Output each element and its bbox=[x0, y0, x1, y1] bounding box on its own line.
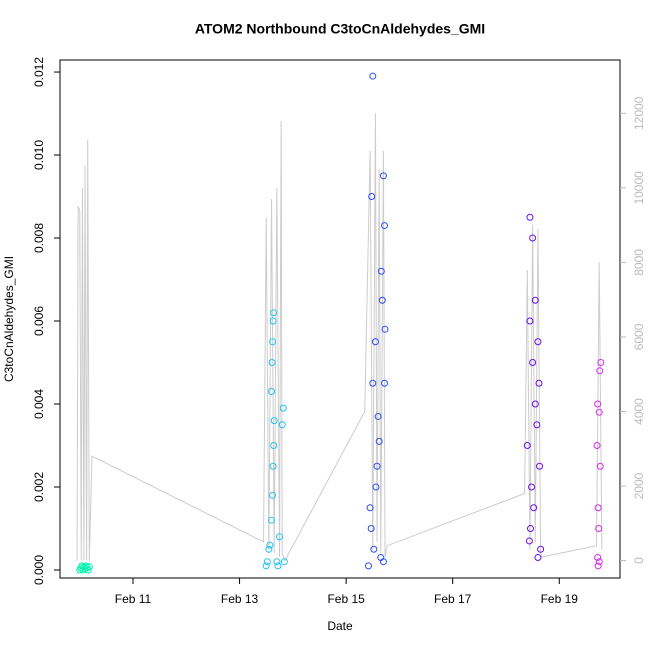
x-tick-label: Feb 19 bbox=[541, 592, 579, 606]
point bbox=[534, 554, 542, 562]
point bbox=[379, 558, 387, 566]
y2-tick-label: 10000 bbox=[632, 171, 646, 205]
point bbox=[596, 462, 604, 470]
point bbox=[595, 524, 603, 532]
point bbox=[595, 558, 603, 566]
point bbox=[537, 545, 545, 553]
y2-tick-label: 4000 bbox=[632, 398, 646, 425]
point bbox=[377, 267, 385, 275]
point bbox=[278, 421, 286, 429]
y2-tick-label: 6000 bbox=[632, 323, 646, 350]
x-tick-label: Feb 13 bbox=[221, 592, 259, 606]
point bbox=[371, 338, 379, 346]
point bbox=[276, 533, 284, 541]
point bbox=[533, 421, 541, 429]
y-tick-label: 0.004 bbox=[32, 389, 46, 419]
y2-tick-label: 8000 bbox=[632, 249, 646, 276]
point bbox=[365, 562, 373, 570]
point bbox=[594, 400, 602, 408]
point bbox=[370, 545, 378, 553]
chart-title: ATOM2 Northbound C3toCnAldehydes_GMI bbox=[195, 21, 485, 37]
point bbox=[84, 566, 92, 574]
point bbox=[269, 338, 277, 346]
y-tick-label: 0.012 bbox=[32, 57, 46, 87]
point bbox=[379, 172, 387, 180]
y-tick-label: 0.008 bbox=[32, 223, 46, 253]
point bbox=[594, 562, 602, 570]
point bbox=[270, 442, 278, 450]
point bbox=[369, 72, 377, 80]
point bbox=[381, 325, 389, 333]
y-axis-label: C3toCnAldehydes_GMI bbox=[2, 256, 16, 382]
point bbox=[531, 296, 539, 304]
point bbox=[367, 524, 375, 532]
point bbox=[279, 404, 287, 412]
point bbox=[526, 317, 534, 325]
point bbox=[280, 558, 288, 566]
point bbox=[274, 562, 282, 570]
y2-tick-label: 0 bbox=[632, 557, 646, 564]
altitude-line bbox=[76, 113, 603, 562]
point bbox=[529, 234, 537, 242]
y-tick-label: 0.000 bbox=[32, 555, 46, 585]
point bbox=[525, 537, 533, 545]
point bbox=[380, 222, 388, 230]
point bbox=[529, 359, 537, 367]
point bbox=[372, 483, 380, 491]
point bbox=[594, 504, 602, 512]
point bbox=[596, 367, 604, 375]
y2-tick-label: 2000 bbox=[632, 472, 646, 499]
point bbox=[85, 563, 93, 571]
point bbox=[269, 317, 277, 325]
point bbox=[273, 558, 281, 566]
point bbox=[594, 554, 602, 562]
point bbox=[269, 462, 277, 470]
point bbox=[368, 193, 376, 201]
point bbox=[265, 545, 273, 553]
point bbox=[266, 541, 274, 549]
point bbox=[374, 412, 382, 420]
x-tick-label: Feb 11 bbox=[115, 592, 152, 606]
point bbox=[593, 442, 601, 450]
point bbox=[597, 359, 605, 367]
point bbox=[526, 524, 534, 532]
point bbox=[528, 483, 536, 491]
y2-tick-label: 12000 bbox=[632, 96, 646, 130]
point bbox=[535, 379, 543, 387]
point bbox=[531, 400, 539, 408]
y-tick-label: 0.002 bbox=[32, 472, 46, 502]
point bbox=[595, 408, 603, 416]
point bbox=[262, 562, 270, 570]
plot-frame bbox=[59, 59, 621, 579]
point bbox=[523, 442, 531, 450]
point bbox=[366, 504, 374, 512]
point bbox=[268, 516, 276, 524]
x-tick-label: Feb 15 bbox=[327, 592, 365, 606]
point bbox=[375, 437, 383, 445]
point bbox=[378, 296, 386, 304]
point bbox=[268, 359, 276, 367]
x-tick-label: Feb 17 bbox=[434, 592, 472, 606]
point bbox=[369, 379, 377, 387]
point bbox=[530, 504, 538, 512]
point bbox=[534, 338, 542, 346]
point bbox=[270, 417, 278, 425]
x-axis-label: Date bbox=[327, 619, 353, 633]
point bbox=[263, 558, 271, 566]
y-tick-label: 0.010 bbox=[32, 140, 46, 170]
point bbox=[373, 462, 381, 470]
point bbox=[380, 379, 388, 387]
point bbox=[270, 309, 278, 317]
y-tick-label: 0.006 bbox=[32, 306, 46, 336]
point bbox=[536, 462, 544, 470]
point bbox=[526, 213, 534, 221]
point bbox=[269, 491, 277, 499]
point bbox=[268, 388, 276, 396]
